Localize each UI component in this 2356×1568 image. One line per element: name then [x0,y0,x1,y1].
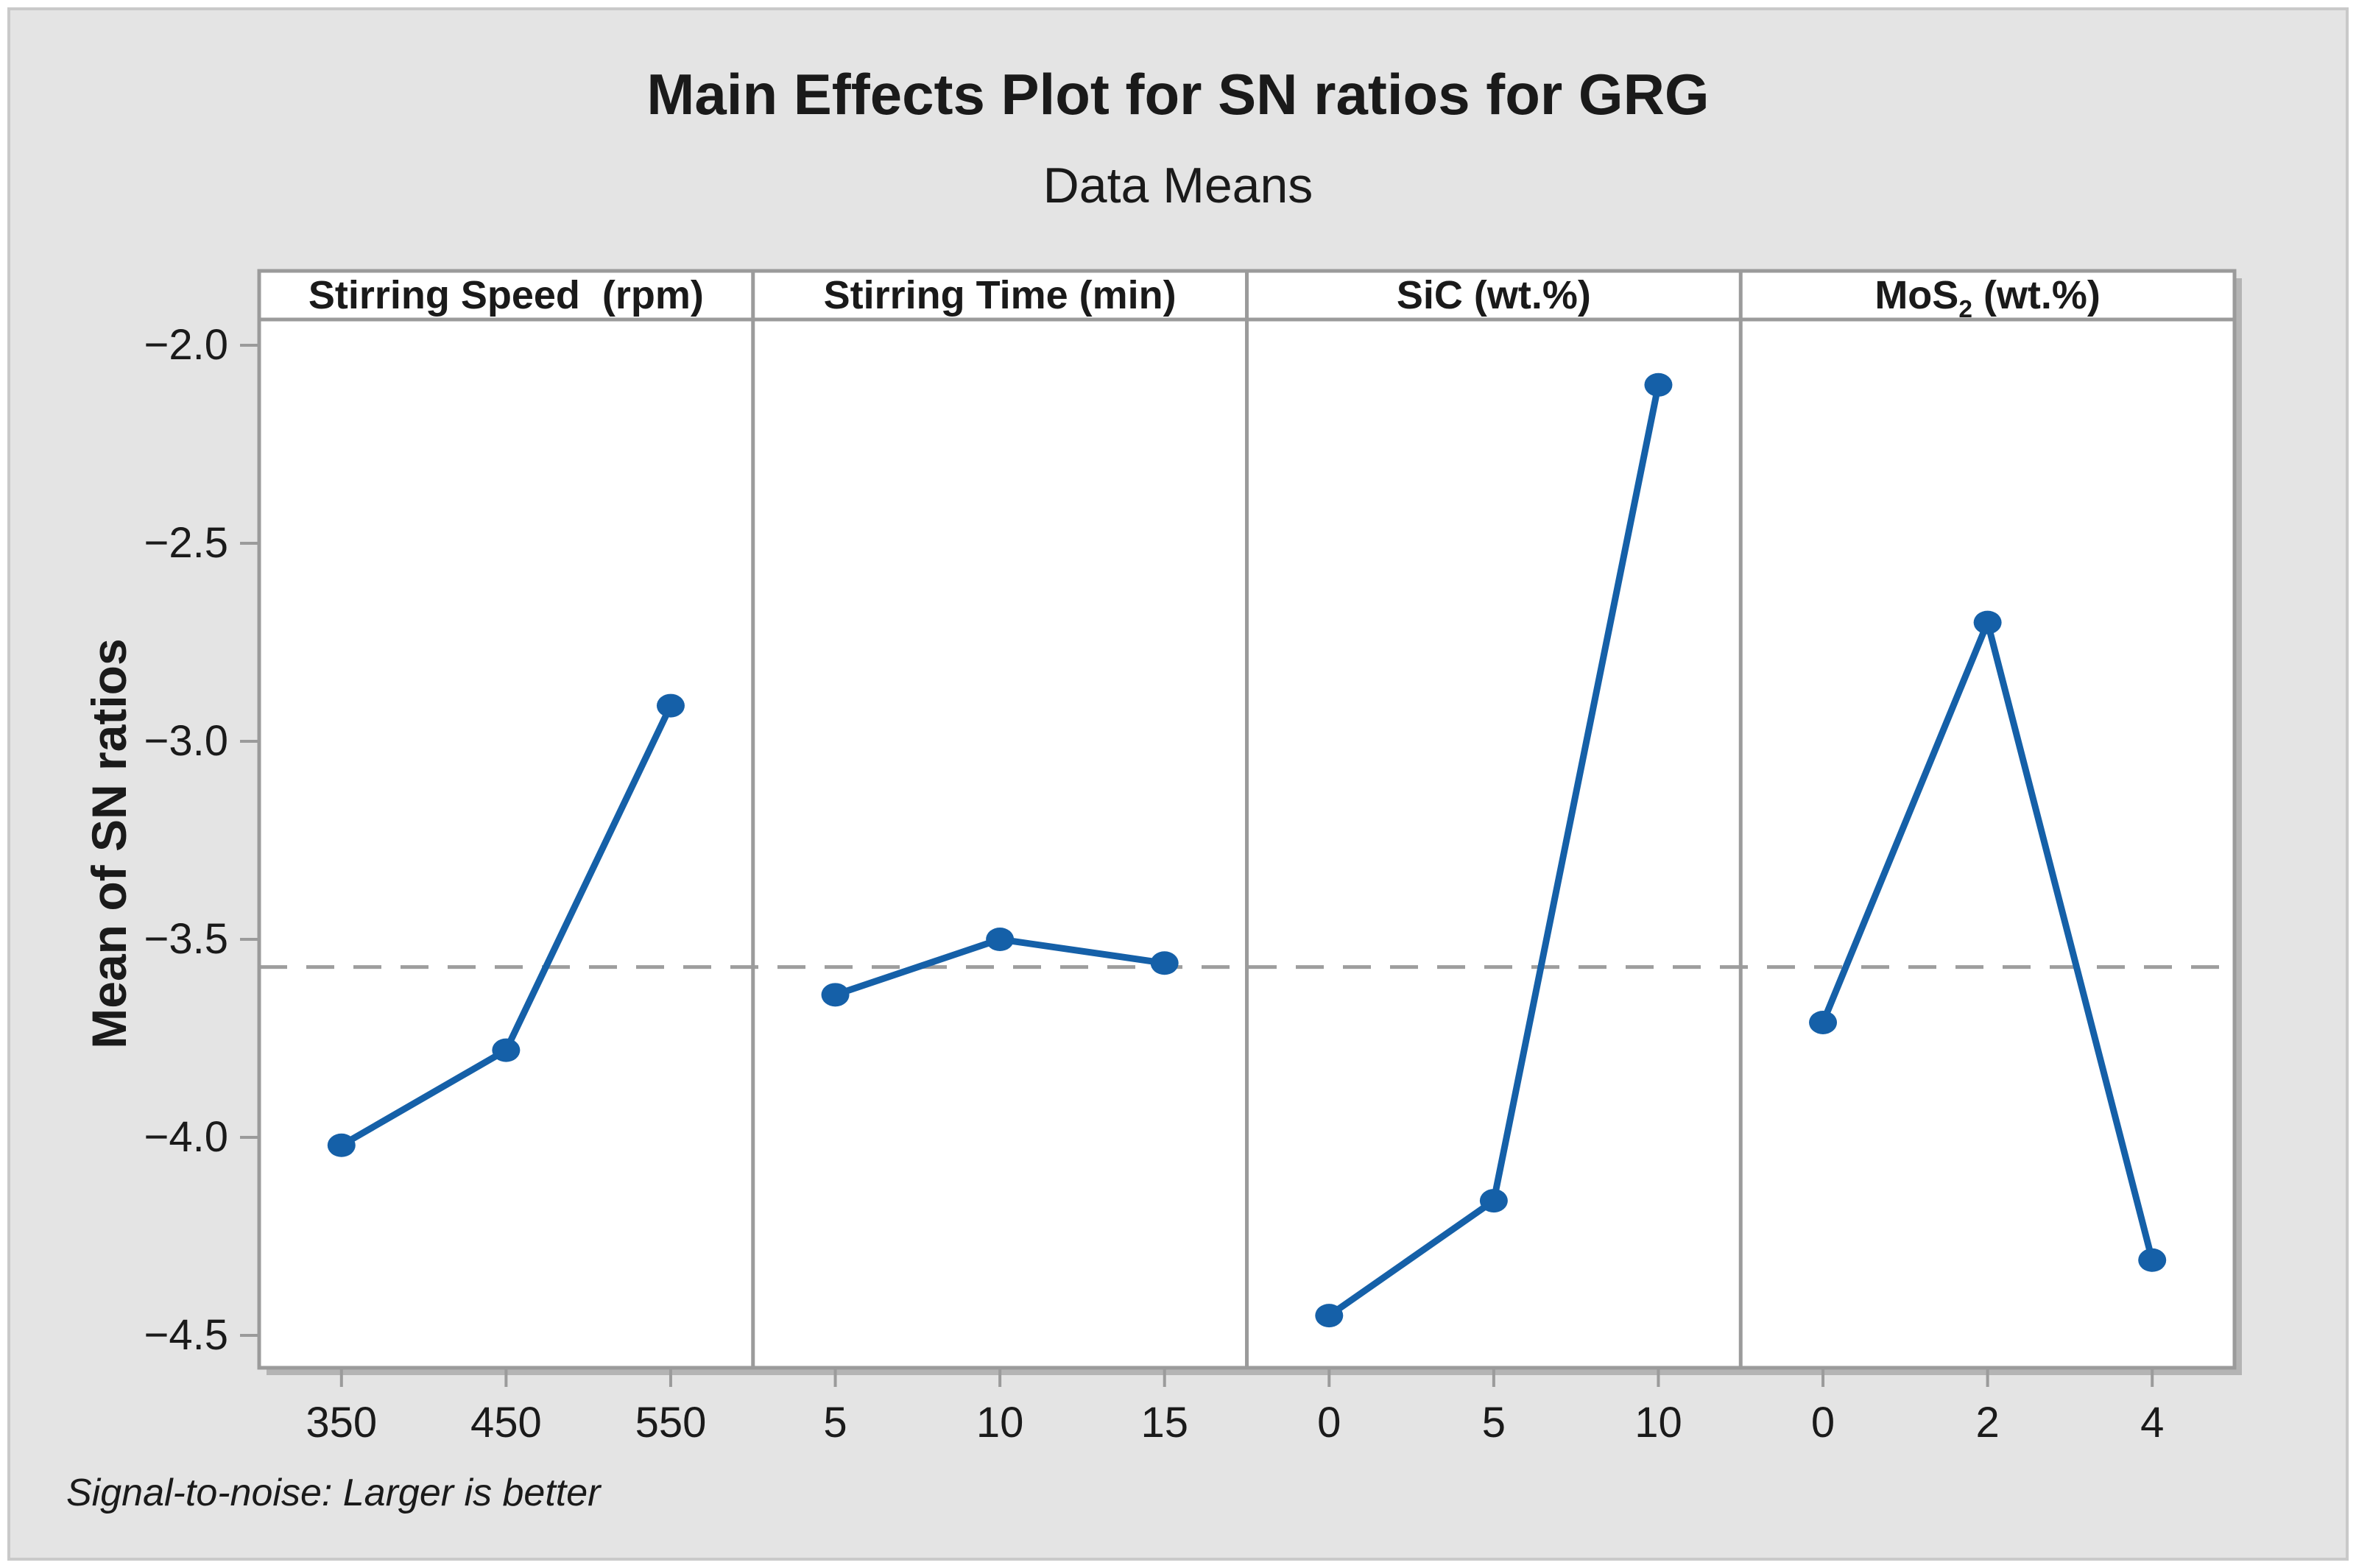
y-tick-label: −4.0 [144,1113,229,1161]
x-tick-label: 15 [1140,1399,1188,1447]
x-tick-label: 0 [1810,1399,1835,1447]
chart-subtitle: Data Means [1043,158,1313,213]
x-tick-label: 550 [635,1399,707,1447]
data-point-marker [2138,1248,2167,1272]
y-tick-label: −4.5 [144,1311,229,1359]
data-point-marker [1150,951,1179,975]
data-point-marker [986,928,1015,951]
data-point-marker [1644,372,1673,397]
data-point-marker [656,693,685,718]
x-tick-label: 5 [1481,1399,1506,1447]
y-axis-title-text: Mean of SN ratios [82,638,136,1049]
x-tick-label: 4 [2140,1399,2165,1447]
x-tick-label: 10 [1634,1399,1682,1447]
signal-to-noise-footnote: Signal-to-noise: Larger is better [66,1472,601,1514]
panel-header-label: Stirring Speed (rpm) [308,273,704,317]
data-point-marker [1479,1189,1508,1213]
panel-header-label: Stirring Time (min) [823,273,1177,317]
x-tick-label: 10 [976,1399,1024,1447]
panel-header-label: MoS2 (wt.%) [1874,273,2101,323]
y-tick-label: −2.0 [144,321,229,369]
data-point-marker [1809,1010,1838,1034]
data-point-marker [327,1133,356,1157]
data-point-marker [1973,610,2002,635]
data-point-marker [1315,1304,1344,1328]
x-tick-label: 2 [1975,1399,2000,1447]
y-tick-label: −2.5 [144,519,229,567]
panel-header-label: SiC (wt.%) [1396,273,1591,317]
chart-title: Main Effects Plot for SN ratios for GRG [646,62,1710,127]
x-tick-label: 0 [1317,1399,1341,1447]
x-tick-label: 350 [306,1399,378,1447]
data-point-marker [821,983,850,1007]
data-point-marker [492,1038,521,1062]
y-tick-label: −3.5 [144,915,229,963]
x-tick-label: 450 [470,1399,542,1447]
y-tick-label: −3.0 [144,717,229,765]
x-tick-label: 5 [823,1399,847,1447]
